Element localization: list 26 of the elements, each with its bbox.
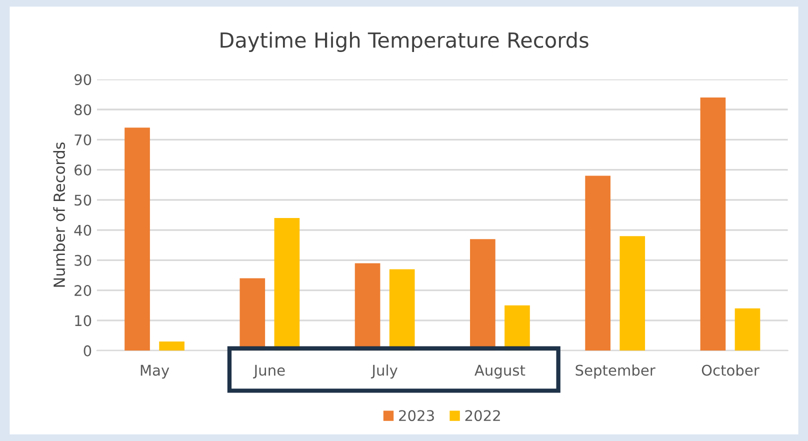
y-axis-title: Number of Records (53, 142, 66, 287)
y-tick-label: 20 (74, 285, 92, 296)
legend-label: 2022 (465, 410, 500, 422)
y-tick-label: 60 (74, 164, 92, 176)
y-tick-label: 50 (74, 194, 92, 206)
x-tick-label: October (702, 364, 760, 376)
bar (734, 308, 760, 351)
y-tick-label: 10 (75, 315, 92, 326)
y-tick-label: 90 (74, 74, 92, 86)
y-tick-label: 70 (74, 134, 92, 146)
bar (124, 128, 150, 351)
y-tick-label: 0 (84, 345, 92, 356)
legend-label: 2023 (399, 410, 434, 422)
bar (159, 342, 184, 351)
bar (620, 236, 646, 351)
x-tick-label: August (474, 364, 526, 379)
bar (700, 97, 726, 351)
x-tick-label: May (140, 364, 170, 379)
y-tick-label: 30 (74, 254, 92, 266)
x-tick-label: July (370, 364, 398, 379)
y-tick-label: 80 (74, 104, 92, 116)
x-tick-label: September (576, 364, 656, 379)
chart-title: Daytime High Temperature Records (220, 32, 588, 52)
bar (585, 176, 610, 351)
x-tick-label: June (253, 364, 285, 378)
y-tick-label: 40 (74, 224, 92, 236)
